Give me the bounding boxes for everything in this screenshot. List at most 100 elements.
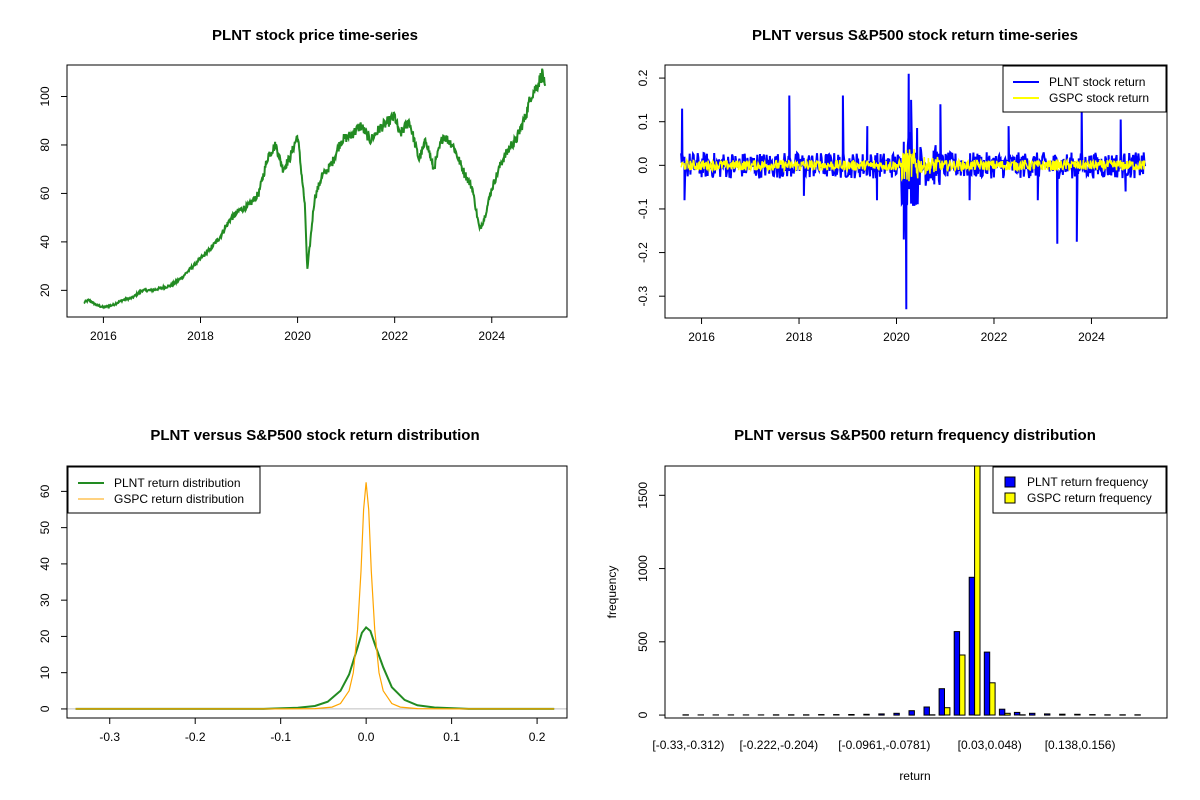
gspc-frequency-bar [974,465,981,716]
price-x-tick-label: 2020 [284,329,311,343]
return-series-legend-box [1002,65,1167,113]
price-y-tick-label: 100 [38,86,52,106]
plnt-frequency-bar [908,710,915,716]
return-distribution-title: PLNT versus S&P500 stock return distribu… [150,427,479,444]
density-x-tick-label: 0.2 [529,730,546,744]
frequency-category-label: [-0.0961,-0.0781) [838,738,930,752]
density-y-tick-label: 40 [38,557,52,571]
return-series-plot-area: 2016 2018 2020 2022 2024 -0.3 -0.2 -0.1 0.0 0.1 0.… [636,69,1147,344]
return-y-tick-label: 0.2 [636,69,650,86]
gspc-frequency-bar [1004,712,1011,716]
return-series-frame [664,64,1168,319]
return-distribution-legend: PLNT return distribution GSPC return dis… [67,466,261,514]
frequency-y-tick-label: 500 [636,631,650,651]
return-distribution-legend-box [67,466,261,514]
return-y-tick-label: 0.1 [636,113,650,130]
frequency-distribution-legend: PLNT return frequency GSPC return freque… [992,466,1167,514]
plnt-frequency-bar [848,714,855,716]
price-series-line [83,68,547,310]
plnt-frequency-bar [893,712,900,716]
plnt-frequency-bar [878,713,885,716]
return-x-tick-label: 2020 [883,330,910,344]
plnt-frequency-bar [1059,713,1066,716]
plnt-frequency-bar [998,708,1006,716]
legend-label-plnt-distribution: PLNT return distribution [114,476,241,490]
return-y-tick-label: -0.2 [636,242,650,263]
frequency-y-tick-label: 1000 [636,555,650,582]
legend-label-gspc-frequency: GSPC return frequency [1027,491,1152,505]
density-y-tick-label: 30 [38,593,52,607]
legend-label-plnt-return: PLNT stock return [1049,75,1145,89]
density-x-tick-label: 0.1 [443,730,460,744]
plnt-frequency-bar [938,688,945,716]
density-y-tick-label: 10 [38,666,52,680]
plnt-frequency-bar [968,576,976,716]
density-x-tick-label: -0.3 [99,730,120,744]
plnt-frequency-bar [923,706,930,716]
legend-label-plnt-frequency: PLNT return frequency [1027,475,1148,489]
density-x-tick-label: -0.1 [270,730,291,744]
gspc-frequency-bar [989,682,996,716]
plnt-frequency-bar [1013,711,1021,716]
plnt-frequency-bar [983,651,991,716]
price-x-tick-label: 2022 [381,329,408,343]
frequency-y-tick-label: 1500 [636,482,650,509]
legend-label-gspc-distribution: GSPC return distribution [114,492,244,506]
gspc-return-line [680,148,1146,182]
legend-label-gspc-return: GSPC stock return [1049,91,1149,105]
frequency-distribution-legend-box [992,466,1167,514]
return-series-panel: PLNT versus S&P500 stock return time-ser… [636,27,1168,344]
return-series-title: PLNT versus S&P500 stock return time-ser… [752,27,1078,44]
density-y-tick-label: 20 [38,629,52,643]
return-distribution-frame [66,465,568,719]
return-x-tick-label: 2022 [981,330,1008,344]
price-chart-frame [66,64,568,318]
price-x-tick-label: 2024 [478,329,505,343]
density-y-tick-label: 60 [38,484,52,498]
frequency-distribution-frame [664,465,1168,719]
frequency-category-label: [-0.222,-0.204) [739,738,818,752]
density-x-tick-label: 0.0 [358,730,375,744]
density-y-tick-label: 50 [38,521,52,535]
frequency-category-label: [-0.33,-0.312) [652,738,724,752]
gspc-density-curve [75,482,555,710]
frequency-distribution-panel: PLNT versus S&P500 return frequency dist… [605,427,1168,783]
price-y-tick-label: 40 [38,235,52,249]
price-chart-title: PLNT stock price time-series [212,27,418,44]
gspc-frequency-bar [959,654,966,716]
price-chart-plot-area: 2016 2018 2020 2022 2024 20 40 60 80 100 [38,68,547,343]
legend-swatch-plnt-frequency [1004,476,1016,488]
price-chart-panel: PLNT stock price time-series 2016 2018 202… [38,27,568,343]
return-x-tick-label: 2018 [786,330,813,344]
plnt-density-curve [75,625,555,710]
density-x-tick-label: -0.2 [185,730,206,744]
legend-swatch-gspc-frequency [1004,492,1016,504]
return-x-tick-label: 2016 [688,330,715,344]
return-distribution-plot-area: -0.3 -0.2 -0.1 0.0 0.1 0.2 0 10 20 30 40 50 60 [38,482,567,744]
frequency-x-axis-label: return [899,769,930,783]
frequency-distribution-plot-area: 0 500 1000 1500 [-0.33,-0.312) [-0.222,-0.204… [636,465,1141,752]
return-y-tick-label: -0.3 [636,286,650,307]
price-y-tick-label: 60 [38,186,52,200]
return-y-tick-label: 0.0 [636,157,650,174]
plnt-frequency-bar [953,631,961,716]
return-distribution-panel: PLNT versus S&P500 stock return distribu… [38,427,568,744]
plnt-frequency-bar [1044,713,1051,716]
frequency-distribution-title: PLNT versus S&P500 return frequency dist… [734,427,1096,444]
frequency-category-label: [0.138,0.156) [1045,738,1116,752]
price-y-tick-label: 80 [38,138,52,152]
return-y-tick-label: -0.1 [636,198,650,219]
price-x-tick-label: 2016 [90,329,117,343]
frequency-y-axis-label: frequency [605,566,619,619]
frequency-category-label: [0.03,0.048) [958,738,1022,752]
gspc-frequency-bar [944,707,951,716]
return-x-tick-label: 2024 [1078,330,1105,344]
plnt-frequency-bar [863,713,870,716]
price-x-tick-label: 2018 [187,329,214,343]
plnt-frequency-bar [1029,712,1036,716]
price-y-tick-label: 20 [38,283,52,297]
plnt-frequency-bar [1074,713,1081,716]
density-y-tick-label: 0 [38,705,52,712]
frequency-y-tick-label: 0 [636,711,650,718]
